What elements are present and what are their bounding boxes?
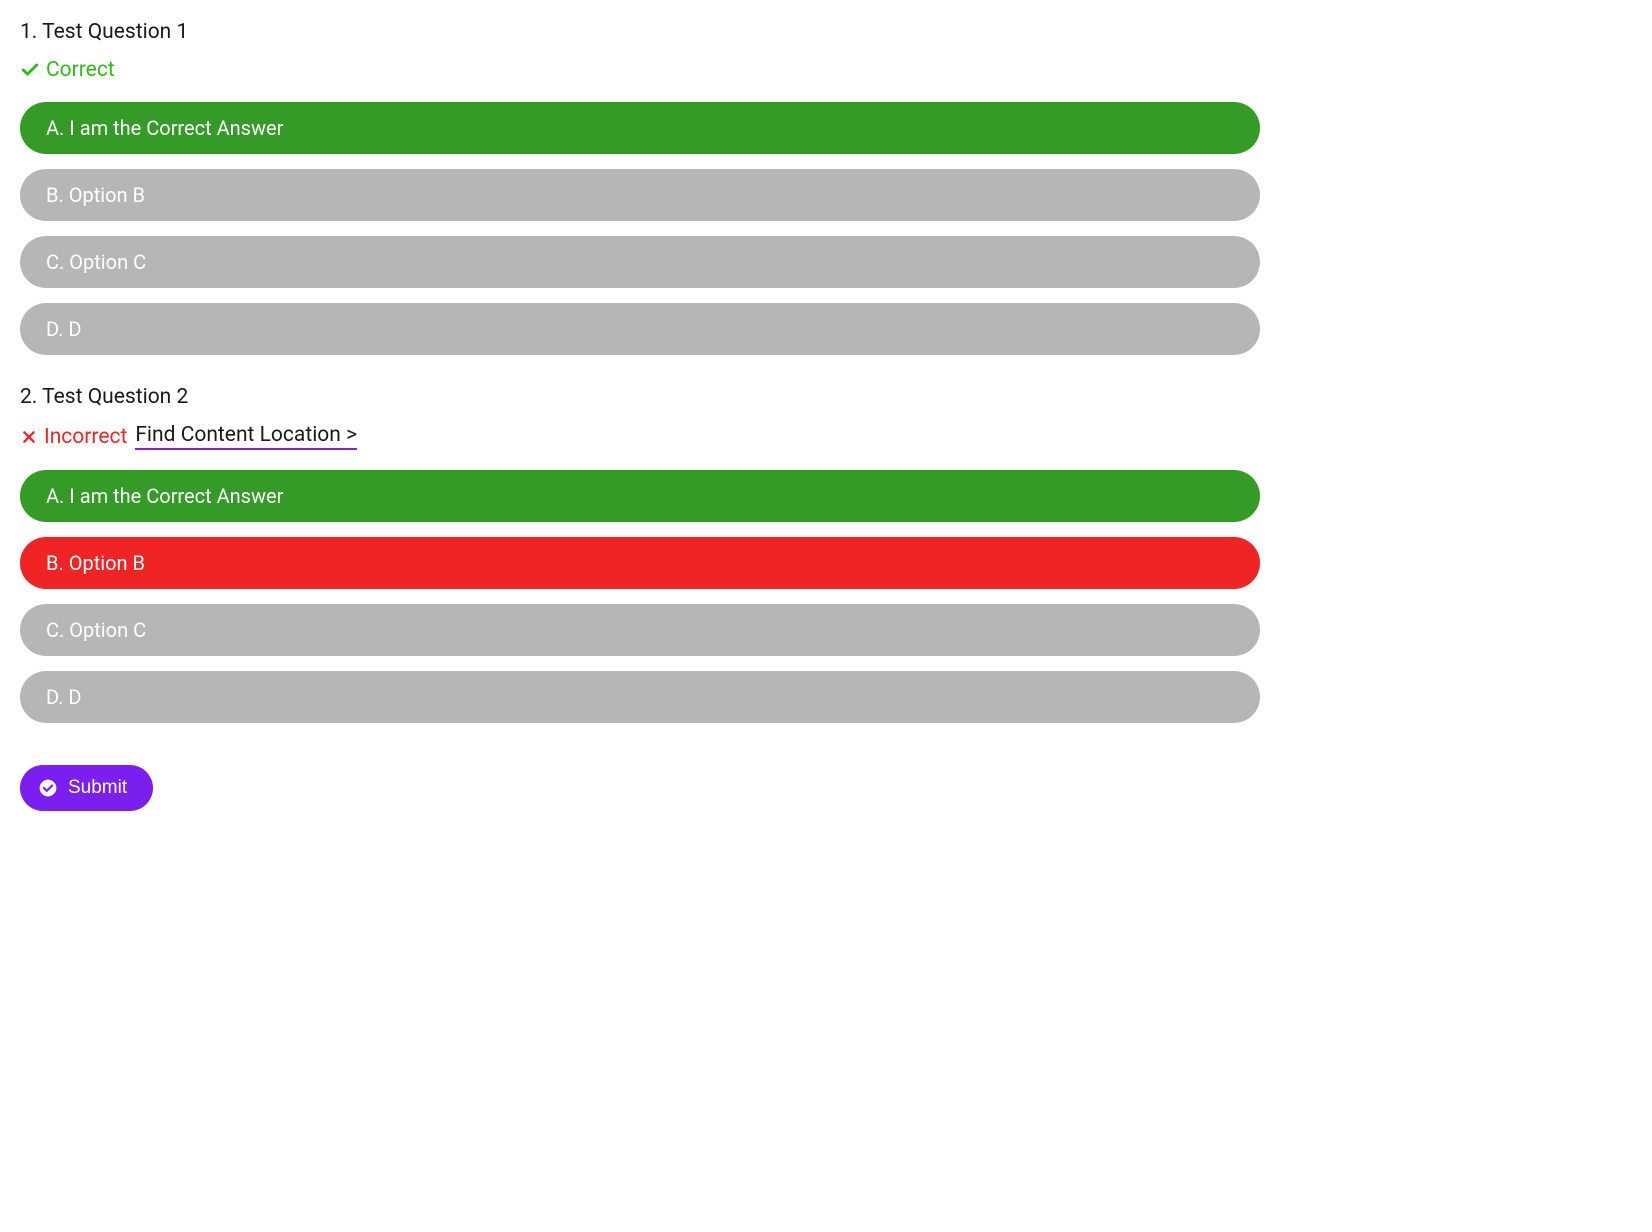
option-text: I am the Correct Answer: [69, 116, 283, 140]
option-text: D: [68, 317, 81, 341]
checkmark-icon: [20, 60, 40, 80]
question-text: 2. Test Question 2: [20, 385, 1260, 409]
status-label: Correct: [46, 58, 115, 82]
option-text: Option B: [69, 183, 145, 207]
option-letter: A.: [46, 484, 64, 508]
answer-option[interactable]: D. D: [20, 671, 1260, 723]
options-stack: A. I am the Correct Answer B. Option B C…: [20, 470, 1260, 723]
question-number: 2.: [20, 385, 37, 409]
option-text: Option C: [69, 618, 146, 642]
answer-option[interactable]: B. Option B: [20, 537, 1260, 589]
answer-option[interactable]: A. I am the Correct Answer: [20, 102, 1260, 154]
option-letter: A.: [46, 116, 64, 140]
status-row: Incorrect Find Content Location >: [20, 423, 1260, 450]
option-text: D: [68, 685, 81, 709]
option-letter: D.: [46, 317, 63, 341]
option-text: I am the Correct Answer: [69, 484, 283, 508]
option-letter: B.: [46, 551, 64, 575]
question-block: 2. Test Question 2 Incorrect Find Conten…: [20, 385, 1260, 723]
submit-button[interactable]: Submit: [20, 765, 153, 811]
option-text: Option B: [69, 551, 145, 575]
answer-option[interactable]: A. I am the Correct Answer: [20, 470, 1260, 522]
question-number: 1.: [20, 20, 37, 44]
option-letter: C.: [46, 618, 64, 642]
question-block: 1. Test Question 1 Correct A. I am the C…: [20, 20, 1260, 355]
status-incorrect: Incorrect: [20, 425, 127, 449]
option-letter: D.: [46, 685, 63, 709]
question-title: Test Question 2: [42, 385, 188, 409]
status-label: Incorrect: [44, 425, 127, 449]
question-text: 1. Test Question 1: [20, 20, 1260, 44]
answer-option[interactable]: C. Option C: [20, 236, 1260, 288]
circle-check-icon: [38, 778, 58, 798]
question-title: Test Question 1: [42, 20, 188, 44]
status-correct: Correct: [20, 58, 115, 82]
answer-option[interactable]: C. Option C: [20, 604, 1260, 656]
find-content-link[interactable]: Find Content Location >: [135, 423, 357, 450]
submit-label: Submit: [68, 777, 127, 799]
option-letter: B.: [46, 183, 64, 207]
answer-option[interactable]: B. Option B: [20, 169, 1260, 221]
answer-option[interactable]: D. D: [20, 303, 1260, 355]
cross-icon: [20, 428, 38, 446]
quiz-container: 1. Test Question 1 Correct A. I am the C…: [20, 20, 1260, 811]
option-text: Option C: [69, 250, 146, 274]
options-stack: A. I am the Correct Answer B. Option B C…: [20, 102, 1260, 355]
status-row: Correct: [20, 58, 1260, 82]
option-letter: C.: [46, 250, 64, 274]
